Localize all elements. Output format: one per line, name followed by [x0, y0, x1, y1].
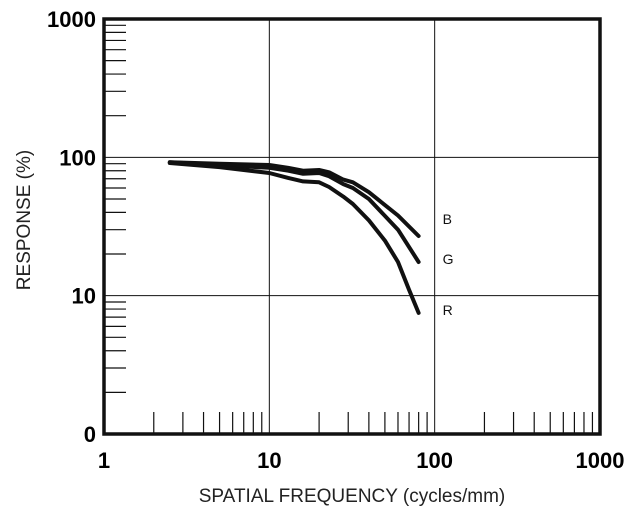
- y-tick-label: 100: [59, 145, 96, 170]
- series-lines: [167, 160, 421, 315]
- x-axis-title: SPATIAL FREQUENCY (cycles/mm): [199, 486, 506, 507]
- series-line-r: [167, 161, 421, 315]
- x-tick-label: 1: [98, 448, 110, 473]
- x-tick-label: 100: [416, 448, 453, 473]
- series-labels: B G R: [443, 211, 454, 318]
- plot-frame: [102, 17, 602, 436]
- series-label-g: G: [443, 251, 454, 267]
- x-tick-label: 1000: [576, 448, 625, 473]
- series-label-b: B: [443, 211, 452, 227]
- y-tick-label: 1000: [47, 7, 96, 32]
- y-axis-title: RESPONSE (%): [14, 150, 35, 290]
- series-label-r: R: [443, 302, 453, 318]
- series-line-g: [167, 160, 421, 264]
- minor-ticks: [104, 24, 594, 434]
- tick-labels: 1 10 100 1000 0 10 100 1000: [47, 7, 624, 473]
- y-tick-label: 0: [84, 422, 96, 447]
- grid-lines: [104, 19, 600, 434]
- series-line-b: [167, 160, 421, 238]
- x-tick-label: 10: [257, 448, 281, 473]
- y-tick-label: 10: [72, 284, 96, 309]
